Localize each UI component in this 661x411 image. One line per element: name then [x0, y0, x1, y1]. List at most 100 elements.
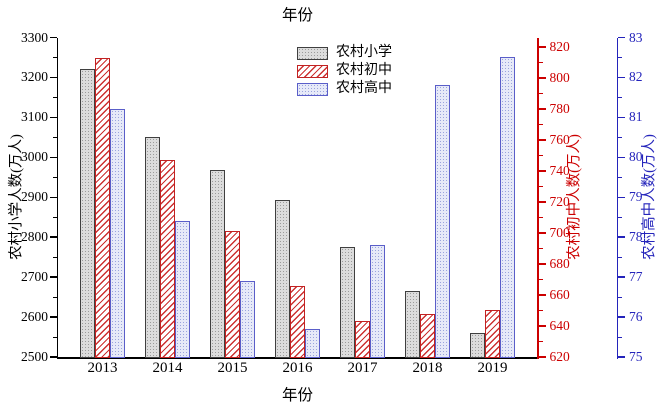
red-axis-tick-label: 620 [549, 349, 570, 364]
blue-axis-spine [616, 37, 618, 359]
blue-axis-tick-label: 75 [629, 349, 643, 364]
left-axis-minor-tick [53, 256, 57, 258]
legend-swatch-primary [297, 46, 328, 60]
red-axis-tick [538, 46, 546, 48]
legend: 农村小学 农村初中 农村高中 [297, 44, 392, 98]
red-axis-minor-tick [538, 309, 543, 311]
x-tick-label-2014: 2014 [152, 360, 183, 376]
red-axis-tick [538, 139, 546, 141]
left-axis-tick [50, 236, 57, 238]
left-axis-minor-tick [53, 296, 57, 298]
left-axis-minor-tick [53, 216, 57, 218]
legend-label-junior: 农村初中 [336, 63, 392, 78]
red-axis-minor-tick [538, 247, 543, 249]
x-tick-label-2018: 2018 [412, 360, 443, 376]
blue-axis-minor-tick [618, 336, 622, 338]
red-axis-tick-label: 760 [549, 131, 570, 147]
left-axis-tick-label: 3300 [21, 29, 48, 45]
left-axis-minor-tick [53, 96, 57, 98]
red-axis-tick-label: 740 [549, 162, 570, 178]
blue-axis-tick [618, 76, 625, 79]
blue-axis-tick-label: 79 [629, 189, 643, 205]
bar-primary-2014 [145, 137, 160, 358]
chart-top-title: 年份 [281, 7, 313, 24]
bar-senior-2018 [435, 85, 450, 358]
red-axis-minor-tick [538, 278, 543, 280]
blue-axis-tick-label: 78 [629, 229, 643, 245]
red-axis-tick [538, 356, 546, 358]
x-tick-label-2015: 2015 [217, 360, 248, 376]
left-axis-spine [56, 37, 58, 359]
blue-axis-tick [618, 116, 625, 119]
red-axis-spine [537, 37, 539, 359]
red-axis-tick [538, 201, 546, 203]
blue-axis-tick [618, 36, 625, 39]
left-axis-tick [50, 156, 57, 159]
red-axis-tick-label: 660 [549, 286, 570, 302]
red-axis-minor-tick [538, 216, 543, 218]
legend-swatch-senior [297, 82, 328, 96]
red-axis-tick [538, 108, 546, 110]
red-axis-tick-label: 720 [549, 193, 570, 209]
bar-primary-2019 [470, 333, 485, 358]
legend-item-primary: 农村小学 [297, 44, 392, 62]
legend-item-junior: 农村初中 [297, 62, 392, 80]
left-axis-minor-tick [53, 136, 57, 138]
left-axis-tick-label: 3200 [21, 69, 48, 85]
red-axis-minor-tick [538, 92, 543, 94]
blue-axis-tick-label: 83 [629, 29, 643, 45]
left-axis-tick [50, 356, 57, 358]
legend-swatch-junior [297, 64, 328, 78]
blue-axis-tick-label: 77 [629, 269, 643, 285]
legend-item-senior: 农村高中 [297, 80, 392, 98]
left-axis-tick-label: 3000 [21, 149, 48, 165]
blue-axis-minor-tick [618, 176, 622, 178]
bar-junior-2015 [225, 231, 240, 358]
red-axis-tick-label: 680 [549, 255, 570, 271]
bar-primary-2017 [340, 246, 355, 358]
blue-axis-tick-label: 76 [629, 309, 643, 325]
bar-junior-2014 [160, 160, 175, 358]
red-axis-tick-label: 640 [549, 317, 570, 333]
left-axis-minor-tick [53, 176, 57, 178]
blue-axis-tick-label: 81 [629, 109, 643, 125]
left-axis-tick [50, 196, 57, 198]
blue-axis-tick [618, 236, 625, 238]
blue-axis-tick [618, 276, 625, 278]
blue-axis-minor-tick [618, 216, 622, 218]
left-axis-minor-tick [53, 56, 57, 58]
left-axis-tick-label: 2800 [21, 229, 48, 245]
x-axis-label: 年份 [281, 387, 313, 404]
blue-axis-minor-tick [618, 296, 622, 298]
bar-senior-2017 [370, 245, 385, 358]
red-axis-tick [538, 263, 546, 265]
blue-axis-tick [618, 356, 625, 358]
left-axis-tick-label: 2700 [21, 269, 48, 285]
left-axis-tick [50, 316, 57, 318]
left-axis-tick [50, 76, 57, 79]
left-axis-tick-label: 3100 [21, 109, 48, 125]
left-axis-tick [50, 276, 57, 278]
bar-primary-2013 [80, 69, 95, 358]
red-axis-minor-tick [538, 123, 543, 125]
bar-senior-2019 [500, 57, 515, 358]
red-axis-tick-label: 820 [549, 38, 570, 54]
x-tick-label-2017: 2017 [347, 360, 378, 376]
bar-primary-2016 [275, 200, 290, 358]
legend-label-primary: 农村小学 [336, 45, 392, 60]
x-tick-label-2016: 2016 [282, 360, 313, 376]
red-axis-tick-label: 800 [549, 69, 570, 85]
blue-axis-tick-label: 80 [629, 149, 643, 165]
bar-primary-2015 [210, 170, 225, 358]
x-tick-label-2013: 2013 [87, 360, 118, 376]
blue-axis-minor-tick [618, 256, 622, 258]
left-axis-minor-tick [53, 336, 57, 338]
left-axis-tick-label: 2900 [21, 189, 48, 205]
bar-senior-2014 [175, 221, 190, 358]
red-axis-minor-tick [538, 154, 543, 156]
blue-axis-minor-tick [618, 96, 622, 98]
bar-junior-2017 [355, 321, 370, 358]
red-axis-tick [538, 294, 546, 296]
bar-senior-2015 [240, 281, 255, 358]
